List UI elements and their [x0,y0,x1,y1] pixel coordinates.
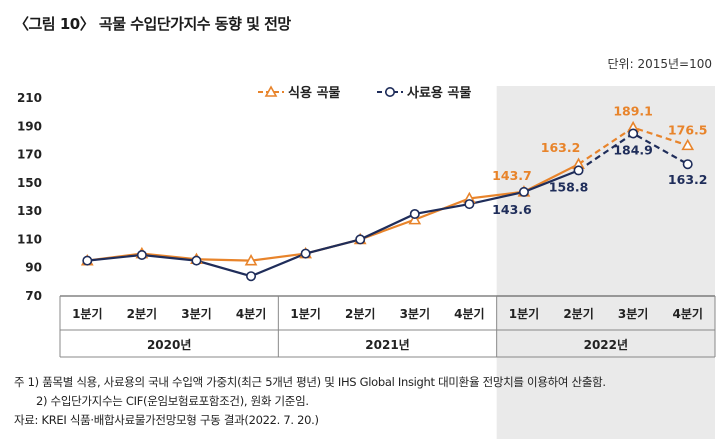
x-tick-label: 2분기 [127,306,157,321]
data-point-feed [300,248,311,259]
y-tick-label: 170 [17,148,42,162]
data-label-food: 189.1 [613,104,653,119]
data-label-food: 163.2 [541,140,581,155]
x-tick-label: 3분기 [618,306,648,321]
legend-marker [384,87,395,98]
series-line-feed [87,169,579,278]
data-point-feed [409,208,420,219]
data-point-food [408,212,422,225]
unit-label: 단위: 2015년=100 [607,57,712,71]
x-tick-label: 4분기 [454,306,484,321]
data-point-feed [191,255,202,266]
data-point-feed [355,234,366,245]
y-tick-label: 70 [25,289,42,303]
data-label-food: 143.7 [492,168,532,183]
data-label-feed: 163.2 [668,172,708,187]
x-tick-label: 2분기 [345,306,375,321]
data-label-feed: 143.6 [492,202,532,217]
group-label: 2022년 [584,338,628,352]
x-tick-label: 1분기 [72,306,102,321]
group-label: 2020년 [147,338,191,352]
data-label-feed: 184.9 [613,142,653,157]
legend-label: 식용 곡물 [288,85,340,101]
data-point-feed [136,249,147,260]
footnote-1: 주 1) 품목별 식용, 사료용의 국내 수입액 가중치(최근 5개년 평년) … [14,375,606,389]
y-tick-label: 130 [17,204,42,218]
data-point-feed [682,159,693,170]
y-tick-label: 190 [17,119,42,133]
x-tick-label: 2분기 [563,306,593,321]
x-tick-label: 3분기 [181,306,211,321]
x-tick-label: 4분기 [672,306,702,321]
y-tick-label: 90 [25,261,42,275]
group-label: 2021년 [365,338,409,352]
x-tick-label: 1분기 [509,306,539,321]
data-label-food: 176.5 [668,122,708,137]
data-point-food [681,138,695,151]
x-tick-label: 1분기 [290,306,320,321]
x-tick-label: 4분기 [236,306,266,321]
y-tick-label: 110 [17,232,42,246]
legend-marker [264,85,278,97]
data-label-feed: 158.8 [549,179,589,194]
y-tick-label: 150 [17,176,42,190]
footnotes: 주 1) 품목별 식용, 사료용의 국내 수입액 가중치(최근 5개년 평년) … [14,373,606,430]
legend-label: 사료용 곡물 [407,85,471,101]
data-point-feed [246,271,257,282]
data-point-food [244,253,258,266]
data-point-feed [518,186,529,197]
source-note: 자료: KREI 식품·배합사료물가전망모형 구동 결과(2022. 7. 20… [14,413,319,427]
y-tick-label: 210 [17,91,42,105]
x-tick-label: 3분기 [400,306,430,321]
data-point-feed [464,199,475,210]
chart-title: 〈그림 10〉 곡물 수입단가지수 동향 및 전망 [14,15,291,33]
data-point-feed [628,128,639,139]
data-point-feed [82,255,93,266]
footnote-2: 2) 수입단가지수는 CIF(운임보험료포함조건), 원화 기준임. [36,394,309,408]
data-point-feed [573,165,584,176]
